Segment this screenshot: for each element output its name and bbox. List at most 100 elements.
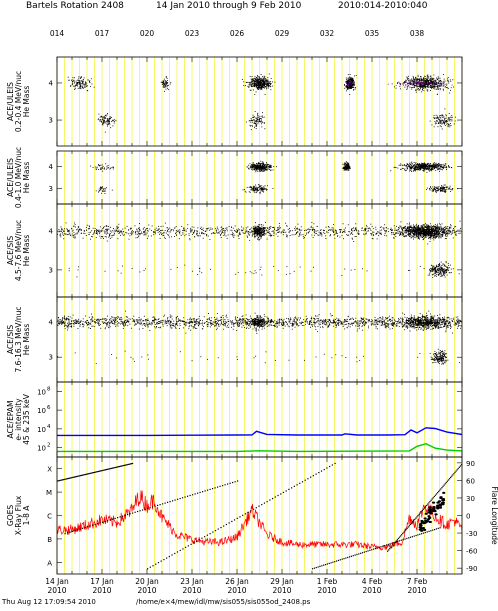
data-point (417, 79, 419, 81)
data-point (119, 231, 121, 233)
data-point (422, 79, 424, 81)
data-point (129, 228, 131, 230)
data-point (256, 83, 258, 85)
data-point (247, 226, 249, 228)
data-point (109, 122, 110, 124)
data-point (398, 164, 400, 166)
data-point (429, 168, 431, 170)
data-point (259, 121, 261, 122)
data-point (84, 232, 86, 234)
data-point (85, 85, 87, 87)
data-point (262, 228, 264, 230)
data-point (336, 232, 338, 234)
data-point (422, 79, 424, 81)
data-point (433, 164, 435, 166)
data-point (352, 86, 354, 88)
data-point (163, 80, 165, 82)
data-point (445, 114, 447, 116)
data-point (413, 77, 414, 79)
data-point (267, 163, 269, 165)
data-point (449, 230, 451, 232)
data-point (434, 121, 436, 123)
data-point (253, 167, 255, 169)
data-point (422, 165, 424, 167)
data-point (413, 170, 415, 171)
data-point (106, 121, 108, 122)
data-point (415, 169, 416, 171)
data-point (436, 164, 438, 166)
data-point (143, 231, 145, 233)
data-point (103, 123, 105, 125)
data-point (191, 230, 193, 232)
data-point (379, 233, 381, 235)
data-point (80, 88, 82, 90)
data-point (232, 234, 233, 236)
data-point (346, 86, 348, 88)
data-point (104, 232, 106, 234)
data-point (259, 117, 261, 119)
data-point (113, 227, 114, 229)
data-point (432, 186, 434, 188)
data-point (422, 82, 424, 84)
data-point (418, 163, 420, 165)
data-point (215, 231, 217, 233)
data-point (232, 234, 234, 236)
data-point (111, 167, 113, 169)
data-point (101, 192, 103, 194)
data-point (435, 192, 437, 194)
data-point (185, 229, 187, 231)
data-point (256, 191, 258, 192)
data-point (93, 232, 95, 234)
data-point (257, 226, 259, 228)
data-point (196, 232, 198, 234)
data-point (104, 236, 106, 237)
data-point (258, 168, 260, 170)
data-point (101, 166, 103, 168)
data-point (432, 164, 434, 166)
data-point (417, 83, 419, 85)
data-point (107, 233, 109, 235)
data-point (256, 168, 258, 170)
data-point (434, 237, 436, 239)
data-point (423, 165, 425, 167)
data-point (441, 164, 443, 166)
data-point (183, 229, 185, 231)
data-point (429, 120, 431, 122)
data-point (448, 232, 450, 234)
data-point (262, 112, 264, 114)
data-point (440, 168, 442, 170)
data-point (97, 230, 99, 232)
data-point (161, 234, 162, 235)
data-point (255, 117, 257, 119)
data-point (385, 229, 387, 231)
data-point (419, 166, 421, 168)
data-point (263, 163, 264, 165)
data-point (258, 81, 260, 83)
data-point (351, 79, 352, 81)
data-point (258, 118, 260, 120)
data-point (313, 234, 315, 236)
data-point (430, 165, 432, 167)
data-point (414, 81, 416, 83)
data-point (102, 188, 104, 190)
data-point (170, 81, 172, 83)
data-point (140, 231, 142, 233)
data-point (413, 86, 415, 88)
data-point (419, 164, 421, 166)
data-point (346, 162, 348, 163)
data-point (407, 164, 409, 166)
data-point (420, 166, 422, 168)
data-point (262, 115, 264, 117)
data-point (289, 235, 291, 237)
data-point (258, 184, 260, 186)
data-point (231, 230, 233, 232)
data-point (263, 232, 265, 234)
data-point (436, 167, 438, 169)
data-point (432, 86, 434, 88)
data-point (255, 192, 257, 194)
data-point (446, 186, 448, 188)
data-point (417, 78, 419, 80)
data-point (101, 187, 103, 189)
data-point (276, 230, 278, 232)
data-point (414, 170, 416, 172)
